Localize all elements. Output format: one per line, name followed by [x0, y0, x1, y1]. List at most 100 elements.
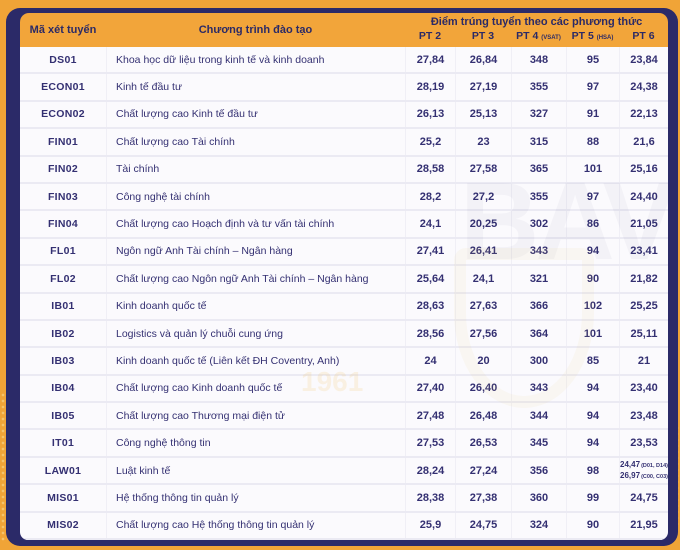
table-row: IB03 Kinh doanh quốc tế (Liên kết ĐH Cov… [20, 348, 668, 376]
row-score-pt2: 28,19 [405, 74, 455, 100]
row-score-pt4: 315 [511, 129, 566, 155]
row-program: Logistics và quản lý chuỗi cung ứng [106, 320, 405, 347]
row-program: Khoa học dữ liệu trong kinh tế và kinh d… [106, 47, 405, 73]
row-score-pt6: 24,75 [619, 485, 668, 511]
table-row: DS01 Khoa học dữ liệu trong kinh tế và k… [20, 47, 668, 75]
row-score-pt4: 324 [511, 512, 566, 539]
row-score-pt3: 26,48 [455, 403, 511, 429]
row-score-pt6: 25,16 [619, 156, 668, 182]
column-header-code: Mã xét tuyển [29, 24, 97, 36]
row-score-pt6: 23,48 [619, 403, 668, 429]
pt5-subscript: (HSA) [596, 35, 614, 41]
row-score-pt5: 85 [566, 348, 619, 374]
row-code: IB01 [51, 300, 75, 313]
row-score-pt3: 24,1 [455, 266, 511, 292]
row-score-pt4: 302 [511, 211, 566, 237]
row-score-pt5: 94 [566, 375, 619, 402]
row-code: FL01 [50, 245, 76, 258]
table-row: MIS02 Chất lượng cao Hệ thống thông tin … [20, 512, 668, 541]
row-program: Chất lượng cao Hoạch định và tư vấn tài … [106, 211, 405, 237]
table-header: Mã xét tuyển Chương trình đào tạo Điểm t… [20, 13, 668, 47]
row-code: IT01 [51, 437, 75, 450]
column-header-pt3: PT 3 [471, 30, 495, 42]
row-score-pt2: 27,53 [405, 430, 455, 456]
row-score-pt6: 22,13 [619, 101, 668, 128]
row-score-pt2: 28,24 [405, 457, 455, 484]
row-score-pt3: 26,53 [455, 430, 511, 456]
row-program: Chất lượng cao Kinh doanh quốc tế [106, 375, 405, 402]
row-program: Luật kinh tế [106, 457, 405, 484]
row-score-pt4: 344 [511, 403, 566, 429]
row-score-pt4: 360 [511, 485, 566, 511]
row-program: Chất lượng cao Kinh tế đầu tư [106, 101, 405, 128]
row-score-pt2: 25,64 [405, 266, 455, 292]
row-program: Hệ thống thông tin quản lý [106, 485, 405, 511]
row-code: ECON01 [41, 81, 85, 94]
row-score-pt2: 27,48 [405, 403, 455, 429]
row-score-pt4: 356 [511, 457, 566, 484]
row-score-pt3: 20,25 [455, 211, 511, 237]
row-score-pt2: 28,58 [405, 156, 455, 182]
row-score-pt3: 20 [455, 348, 511, 374]
table-row: FIN03 Công nghệ tài chính 28,2 27,2 355 … [20, 183, 668, 212]
column-header-pt2: PT 2 [418, 30, 442, 42]
table-row: FIN02 Tài chính 28,58 27,58 365 101 25,1… [20, 156, 668, 184]
table-row: IB05 Chất lượng cao Thương mại điện tử 2… [20, 403, 668, 431]
row-score-pt3: 25,13 [455, 101, 511, 128]
row-program: Chất lượng cao Tài chính [106, 129, 405, 155]
row-program: Kinh tế đầu tư [106, 74, 405, 100]
row-score-pt2: 28,38 [405, 485, 455, 511]
column-header-pt5: PT 5 (HSA) [571, 30, 614, 42]
row-score-pt6: 21,6 [619, 129, 668, 155]
row-score-pt4: 355 [511, 183, 566, 210]
row-score-pt5: 101 [566, 320, 619, 347]
row-score-pt3: 27,58 [455, 156, 511, 182]
row-score-pt3: 26,40 [455, 375, 511, 402]
row-program: Kinh doanh quốc tế (Liên kết ĐH Coventry… [106, 348, 405, 374]
row-score-pt3: 27,19 [455, 74, 511, 100]
row-score-pt6: 24,40 [619, 183, 668, 210]
row-code: IB04 [51, 382, 75, 395]
row-score-pt5: 97 [566, 183, 619, 210]
table-row: FIN04 Chất lượng cao Hoạch định và tư vấ… [20, 211, 668, 239]
row-score-pt4: 355 [511, 74, 566, 100]
row-score-pt4: 327 [511, 101, 566, 128]
row-score-pt6: 21 [619, 348, 668, 374]
row-score-pt3: 27,38 [455, 485, 511, 511]
row-program: Chất lượng cao Thương mại điện tử [106, 403, 405, 429]
row-score-pt6: 25,11 [619, 320, 668, 347]
column-header-pt4: PT 4 (VSAT) [516, 30, 561, 42]
row-score-pt6: 23,40 [619, 375, 668, 402]
row-score-pt2: 28,63 [405, 293, 455, 319]
row-score-pt4: 343 [511, 238, 566, 265]
row-score-pt5: 91 [566, 101, 619, 128]
scores-table-panel: BAV 1961 Mã xét tuyển Chương trình đào t… [6, 8, 678, 546]
row-code: FIN02 [47, 163, 79, 176]
row-score-pt5: 88 [566, 129, 619, 155]
row-program: Ngôn ngữ Anh Tài chính – Ngân hàng [106, 238, 405, 265]
row-code: FL02 [50, 272, 76, 285]
row-score-pt3: 27,56 [455, 320, 511, 347]
table-row: FIN01 Chất lượng cao Tài chính 25,2 23 3… [20, 129, 668, 157]
row-score-pt6: 23,84 [619, 47, 668, 73]
row-code: ECON02 [41, 108, 85, 121]
row-program: Công nghệ tài chính [106, 183, 405, 210]
row-score-pt4: 348 [511, 47, 566, 73]
row-score-pt4: 300 [511, 348, 566, 374]
row-score-pt2: 27,40 [405, 375, 455, 402]
scores-group-title: Điểm trúng tuyển theo các phương thức [430, 16, 643, 28]
row-score-pt4: 366 [511, 293, 566, 319]
row-score-pt2: 25,2 [405, 129, 455, 155]
row-score-pt6: 24,47 (D01, D14) 26,97 (C00, C03) [619, 457, 668, 484]
row-score-pt2: 28,56 [405, 320, 455, 347]
row-code: LAW01 [44, 464, 82, 477]
row-score-pt3: 23 [455, 129, 511, 155]
row-score-pt3: 27,63 [455, 293, 511, 319]
row-score-pt5: 95 [566, 47, 619, 73]
row-score-pt4: 343 [511, 375, 566, 402]
row-score-pt6: 23,53 [619, 430, 668, 456]
row-score-pt5: 86 [566, 211, 619, 237]
row-score-pt5: 101 [566, 156, 619, 182]
row-program: Chất lượng cao Hệ thống thông tin quản l… [106, 512, 405, 539]
